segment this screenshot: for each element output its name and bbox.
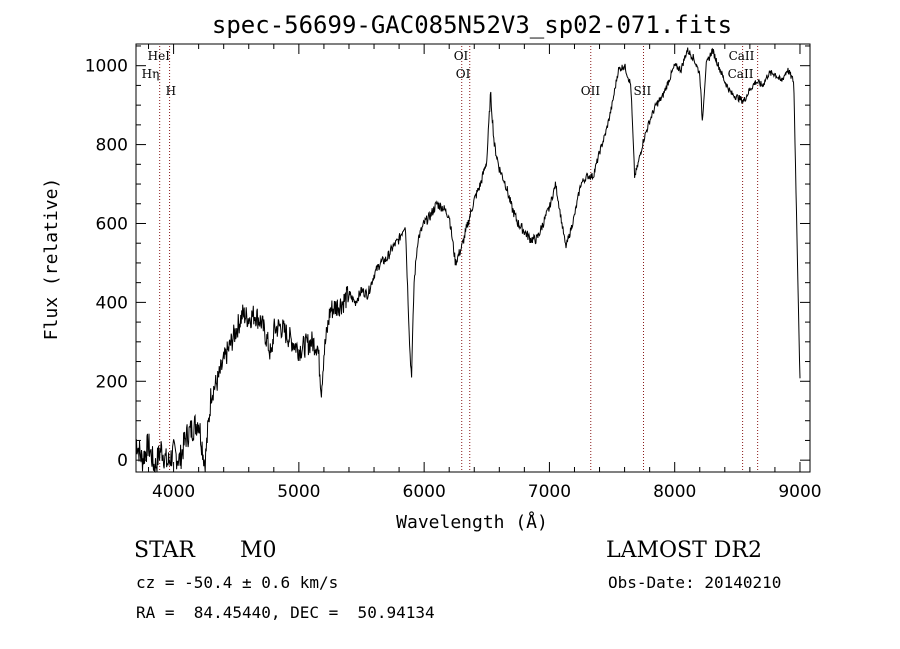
spectral-line-label: CaII [728,67,754,81]
spectrum-line [135,47,801,473]
y-tick-label: 1000 [85,57,128,77]
obs-date: Obs-Date: 20140210 [608,573,782,592]
y-tick-label: 800 [96,136,128,156]
chart-title: spec-56699-GAC085N52V3_sp02-071.fits [212,11,732,39]
x-tick-label: 4000 [152,482,195,502]
x-tick-label: 5000 [277,482,320,502]
spectral-line-label: Hη [142,67,160,81]
survey-name: LAMOST DR2 [606,538,762,563]
spectral-line-label: OII [581,84,601,98]
x-axis-ticks: 4000 5000 6000 7000 8000 9000 [148,44,822,502]
spectral-line-label: SII [634,84,652,98]
y-axis-ticks: 0 200 400 600 800 1000 [85,45,810,471]
object-subclass: M0 [240,538,277,563]
x-tick-label: 7000 [528,482,571,502]
x-tick-label: 6000 [403,482,446,502]
x-tick-label: 8000 [653,482,696,502]
spectral-line-label: OI [456,67,471,81]
spectral-line-label: H [166,84,176,98]
ra-dec: RA = 84.45440, DEC = 50.94134 [136,603,435,622]
spectral-line-label: CaII [729,49,755,63]
y-tick-label: 600 [96,214,128,234]
x-axis-label: Wavelength (Å) [396,511,548,533]
plot-frame [135,43,811,473]
x-tick-label: 9000 [778,482,821,502]
y-axis-label: Flux (relative) [41,178,62,341]
spectral-line-label: OI [454,49,469,63]
y-tick-label: 0 [117,451,128,471]
redshift-cz: cz = -50.4 ± 0.6 km/s [136,573,339,592]
spectral-line-markers: HeI Hη H OI OI OII SII CaII CaII [142,46,759,472]
spectral-line-label: HeI [148,49,171,63]
y-tick-label: 400 [96,293,128,313]
y-tick-label: 200 [96,372,128,392]
object-class: STAR [134,538,195,563]
